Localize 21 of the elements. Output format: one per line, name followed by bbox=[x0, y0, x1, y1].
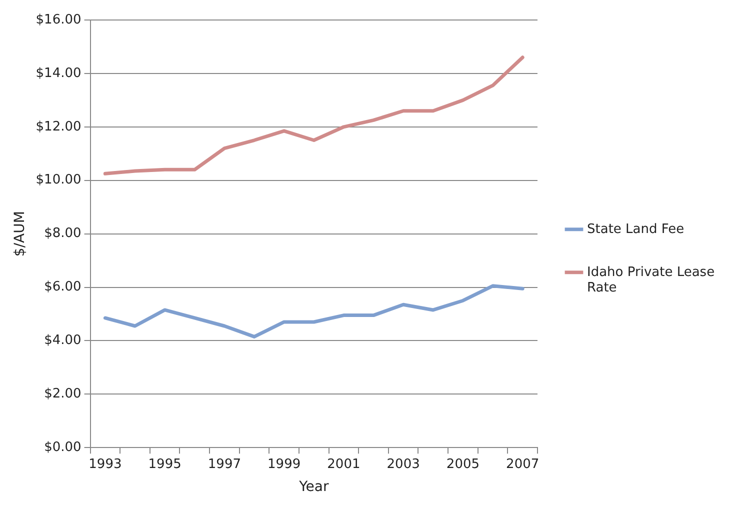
y-tick-label: $2.00 bbox=[44, 386, 82, 402]
x-axis-title: Year bbox=[298, 479, 329, 496]
y-tick-label: $10.00 bbox=[36, 172, 82, 188]
x-tick-label: 2007 bbox=[506, 456, 540, 472]
y-tick-label: $6.00 bbox=[44, 280, 82, 295]
y-tick-label: $0.00 bbox=[44, 440, 82, 455]
y-tick-label: $12.00 bbox=[36, 119, 82, 134]
x-tick-label: 1999 bbox=[268, 456, 301, 472]
x-tick-label: 1995 bbox=[148, 456, 182, 472]
x-tick-label: 1993 bbox=[88, 456, 122, 472]
x-tick-label: 1997 bbox=[208, 456, 241, 472]
x-tick-label: 2005 bbox=[446, 456, 480, 472]
y-tick-label: $8.00 bbox=[44, 226, 82, 242]
y-tick-label: $14.00 bbox=[36, 66, 82, 81]
legend-label: Idaho Private Lease Rate bbox=[587, 264, 715, 296]
x-tick-label: 2001 bbox=[327, 456, 360, 472]
y-tick-label: $16.00 bbox=[36, 12, 82, 28]
y-tick-label: $4.00 bbox=[44, 333, 82, 348]
x-tick-label: 2003 bbox=[386, 456, 420, 472]
y-axis-title: $/AUM bbox=[12, 211, 28, 257]
legend-label: State Land Fee bbox=[587, 222, 684, 237]
